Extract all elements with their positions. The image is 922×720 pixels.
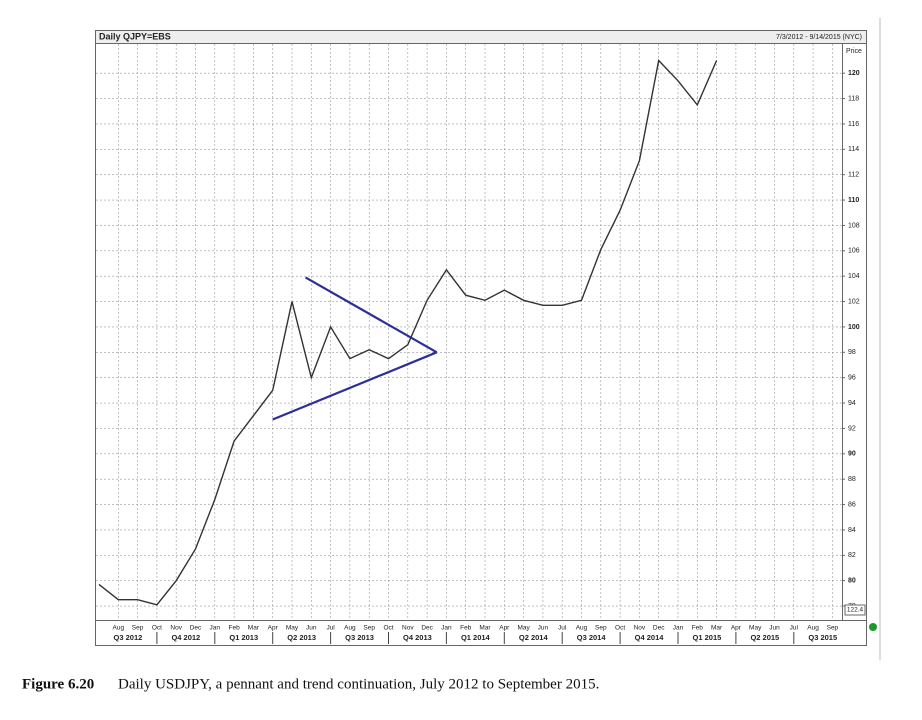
x-tick-label: Aug (344, 625, 356, 632)
y-tick-label: 114 (848, 146, 859, 153)
y-tick-label: 98 (848, 349, 856, 356)
last-price-label: 122.4 (847, 607, 864, 614)
quarter-label: Q2 2013 (287, 633, 316, 642)
x-tick-label: Mar (248, 625, 260, 632)
y-tick-label: 120 (848, 70, 860, 77)
x-tick-label: Apr (499, 625, 510, 632)
quarter-label: Q4 2013 (403, 633, 432, 642)
x-tick-label: Dec (421, 625, 433, 632)
x-tick-label: Feb (460, 625, 472, 632)
x-tick-label: Jan (673, 625, 684, 632)
x-tick-label: Sep (132, 625, 144, 632)
y-tick-label: 106 (848, 248, 860, 255)
x-tick-label: Nov (634, 625, 646, 632)
x-tick-label: Apr (268, 625, 279, 632)
x-tick-label: Apr (731, 625, 742, 632)
quarter-label: Q4 2012 (171, 633, 200, 642)
last-price-box (844, 604, 866, 616)
y-tick-label: 102 (848, 298, 860, 305)
x-tick-label: Oct (383, 625, 393, 632)
x-tick-label: Mar (711, 625, 723, 632)
quarter-label: Q1 2015 (693, 633, 722, 642)
x-tick-label: May (286, 625, 299, 632)
x-tick-label: Mar (479, 625, 491, 632)
x-tick-label: Oct (152, 625, 162, 632)
x-tick-label: Aug (576, 625, 588, 632)
quarter-label: Q2 2015 (750, 633, 779, 642)
status-dot (869, 623, 877, 631)
quarter-label: Q3 2014 (577, 633, 607, 642)
y-axis-label: Price (846, 48, 862, 55)
x-tick-label: Sep (595, 625, 607, 632)
x-tick-label: May (749, 625, 762, 632)
y-tick-label: 86 (848, 501, 856, 508)
y-tick-label: 110 (848, 197, 859, 204)
x-tick-label: Jul (326, 625, 335, 632)
y-tick-label: 96 (848, 375, 856, 382)
price-line (98, 59, 718, 606)
x-tick-label: Jul (558, 625, 567, 632)
y-tick-label: 116 (848, 121, 859, 128)
quarter-label: Q1 2013 (229, 633, 258, 642)
x-tick-label: Nov (402, 625, 414, 632)
quarter-label: Q1 2014 (461, 633, 491, 642)
quarter-label: Q4 2014 (635, 633, 665, 642)
quarter-label: Q3 2015 (808, 633, 837, 642)
pennant-line (304, 276, 438, 354)
chart-title: Daily QJPY=EBS (99, 31, 171, 41)
x-tick-label: Sep (827, 625, 839, 632)
y-tick-label: 92 (848, 425, 856, 432)
caption-text: Daily USDJPY, a pennant and trend contin… (118, 676, 599, 692)
y-tick-label: 80 (848, 578, 856, 585)
x-tick-label: Nov (170, 625, 182, 632)
x-tick-label: Jan (210, 625, 221, 632)
quarter-label: Q3 2013 (345, 633, 374, 642)
y-tick-label: 100 (848, 324, 860, 331)
header-bar (96, 31, 866, 43)
y-tick-label: 94 (848, 400, 856, 407)
y-tick-label: 108 (848, 222, 860, 229)
x-tick-label: Jan (441, 625, 452, 632)
x-tick-label: Sep (363, 625, 375, 632)
x-tick-label: Aug (113, 625, 125, 632)
y-tick-label: 112 (848, 172, 859, 179)
x-tick-label: Oct (615, 625, 625, 632)
y-tick-label: 84 (848, 527, 856, 534)
chart-frame (95, 30, 867, 646)
x-tick-label: Feb (228, 625, 240, 632)
caption-label: Figure 6.20 (22, 676, 94, 692)
x-tick-label: Aug (807, 625, 819, 632)
x-tick-label: Jun (306, 625, 317, 632)
quarter-label: Q2 2014 (519, 633, 549, 642)
x-tick-label: Jun (538, 625, 549, 632)
y-tick-label: 118 (848, 95, 859, 102)
x-tick-label: Dec (653, 625, 665, 632)
y-tick-label: 82 (848, 552, 856, 559)
y-tick-label: 90 (848, 451, 856, 458)
x-tick-label: May (517, 625, 530, 632)
x-tick-label: Jul (790, 625, 799, 632)
quarter-label: Q3 2012 (114, 633, 143, 642)
date-range: 7/3/2012 - 9/14/2015 (NYC) (776, 34, 862, 41)
x-tick-label: Dec (190, 625, 202, 632)
x-tick-label: Jun (769, 625, 780, 632)
pennant-line (272, 351, 438, 421)
y-tick-label: 104 (848, 273, 860, 280)
x-tick-label: Feb (692, 625, 704, 632)
y-tick-label: 88 (848, 476, 856, 483)
